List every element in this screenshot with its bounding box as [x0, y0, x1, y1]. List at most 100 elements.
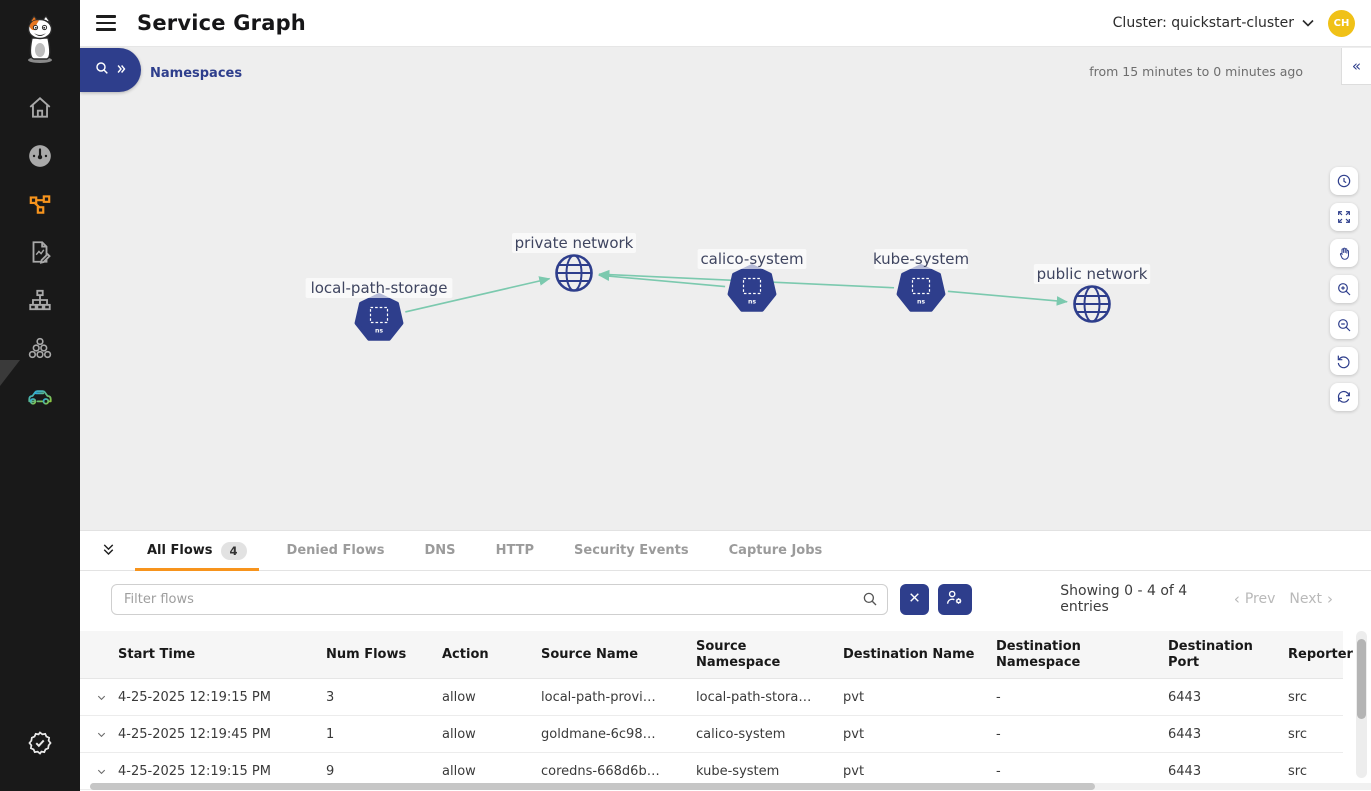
sidebar-item-service-graph[interactable] — [0, 182, 80, 386]
graph-node-public-network[interactable] — [1073, 285, 1111, 323]
fit-screen-icon[interactable] — [1330, 203, 1358, 231]
zoom-in-icon[interactable] — [1330, 275, 1358, 303]
top-header: Service Graph Cluster: quickstart-cluste… — [80, 0, 1371, 47]
undo-icon[interactable] — [1330, 347, 1358, 375]
graph-edge-kube-system-to-public-network[interactable] — [947, 290, 1068, 306]
tab-label: Security Events — [574, 543, 689, 558]
service-graph-canvas: Namespaces from 15 minutes to 0 minutes … — [80, 47, 1371, 530]
column-header-destination_port[interactable]: Destination Port — [1168, 638, 1253, 670]
svg-text:calico-system: calico-system — [700, 250, 803, 268]
cell-source_name: coredns-668d6b… — [541, 763, 660, 779]
time-range-label: from 15 minutes to 0 minutes ago — [1089, 64, 1303, 79]
column-header-destination_name[interactable]: Destination Name — [843, 646, 975, 662]
sidebar-item-home[interactable] — [0, 86, 80, 134]
network-tree-icon — [27, 287, 53, 317]
search-icon[interactable] — [861, 590, 879, 612]
chevrons-right-icon — [114, 61, 128, 80]
clear-filter-button[interactable] — [899, 583, 929, 615]
cell-destination_port: 6443 — [1168, 763, 1202, 779]
svg-text:ns: ns — [375, 328, 383, 335]
refresh-icon[interactable] — [1330, 383, 1358, 411]
next-page-button[interactable]: Next › — [1289, 590, 1334, 608]
tab-denied-flows[interactable]: Denied Flows — [275, 531, 397, 571]
vertical-scrollbar-thumb[interactable] — [1357, 639, 1366, 719]
column-header-start_time[interactable]: Start Time — [118, 646, 196, 662]
report-edit-icon — [27, 239, 53, 269]
tab-dns[interactable]: DNS — [413, 531, 468, 571]
table-row[interactable]: 4-25-2025 12:19:15 PM 3 allow local-path-pr… — [80, 679, 1343, 716]
tab-all-flows[interactable]: All Flows 4 — [135, 531, 259, 571]
graph-svg: ns local-path-storage private network ns cal… — [305, 233, 1151, 341]
horizontal-scrollbar-thumb[interactable] — [90, 783, 1095, 790]
graph-node-label-kube-system: kube-system — [873, 249, 969, 269]
cell-num_flows: 1 — [326, 726, 335, 742]
cell-source_name: goldmane-6c98… — [541, 726, 656, 742]
avatar[interactable]: CH — [1328, 9, 1355, 37]
graph-node-local-path-storage[interactable]: ns — [354, 293, 404, 341]
right-panel-collapse-tab[interactable]: « — [1341, 48, 1371, 85]
graph-node-label-public-network: public network — [1033, 264, 1151, 284]
column-header-action[interactable]: Action — [442, 646, 489, 662]
sidebar-item-certified[interactable] — [0, 721, 80, 769]
sidebar-item-compliance-car[interactable] — [0, 374, 80, 422]
hamburger-menu-icon[interactable] — [96, 11, 120, 35]
svg-text:ns: ns — [748, 299, 756, 306]
chevron-down-icon — [1302, 15, 1314, 31]
column-header-reporter[interactable]: Reporter — [1288, 646, 1353, 662]
cell-destination_name: pvt — [843, 689, 865, 705]
chevrons-left-icon: « — [1351, 57, 1362, 75]
sidebar-item-dashboard[interactable] — [0, 134, 80, 182]
cell-source_name: local-path-provi… — [541, 689, 656, 705]
graph-edge-local-path-storage-to-private-network[interactable] — [405, 276, 551, 313]
close-icon — [908, 591, 921, 607]
column-header-num_flows[interactable]: Num Flows — [326, 646, 407, 662]
sidebar-item-reports[interactable] — [0, 230, 80, 278]
showing-entries-label: Showing 0 - 4 of 4 entries — [1060, 583, 1188, 615]
service-graph-icon — [27, 191, 53, 221]
home-icon — [27, 95, 53, 125]
table-row[interactable]: 4-25-2025 12:19:45 PM 1 allow goldmane-6c98… — [80, 716, 1343, 753]
calico-cat-logo[interactable] — [19, 14, 61, 68]
svg-text:kube-system: kube-system — [873, 250, 969, 268]
graph-edge-calico-system-to-private-network[interactable] — [598, 271, 726, 288]
flows-table-header: Start Time Num Flows Action Source Name Sour… — [80, 631, 1353, 679]
column-header-source_namespace[interactable]: Source Namespace — [696, 638, 781, 670]
panel-collapse-chevrons-icon[interactable] — [97, 540, 119, 562]
cell-destination_port: 6443 — [1168, 689, 1202, 705]
tab-label: Capture Jobs — [728, 543, 823, 558]
row-expand-chevron-icon[interactable] — [96, 729, 118, 740]
horizontal-scrollbar — [90, 783, 1371, 790]
cluster-selector-label: Cluster: quickstart-cluster — [1112, 15, 1294, 31]
tab-label: All Flows — [147, 543, 213, 558]
sidebar-item-clusters[interactable] — [0, 326, 80, 374]
column-settings-button[interactable] — [937, 583, 973, 615]
column-header-source_name[interactable]: Source Name — [541, 646, 639, 662]
cell-destination_namespace: - — [996, 689, 1001, 705]
column-header-destination_namespace[interactable]: Destination Namespace — [996, 638, 1081, 670]
cluster-selector[interactable]: Cluster: quickstart-cluster — [1113, 15, 1314, 31]
prev-page-button[interactable]: ‹ Prev — [1233, 590, 1276, 608]
row-expand-chevron-icon[interactable] — [96, 692, 118, 703]
sidebar-item-network[interactable] — [0, 278, 80, 326]
graph-node-kube-system[interactable]: ns — [896, 264, 946, 312]
flows-filter-row: Showing 0 - 4 of 4 entries ‹ Prev Next › — [111, 583, 1355, 615]
zoom-out-icon[interactable] — [1330, 311, 1358, 339]
tab-security-events[interactable]: Security Events — [562, 531, 701, 571]
graph-toolbar — [1330, 167, 1358, 411]
page-title: Service Graph — [137, 11, 306, 35]
graph-node-label-calico-system: calico-system — [697, 249, 807, 269]
graph-node-calico-system[interactable]: ns — [727, 264, 777, 312]
graph-node-private-network[interactable] — [555, 254, 593, 292]
breadcrumb[interactable]: Namespaces — [150, 66, 243, 81]
clock-icon[interactable] — [1330, 167, 1358, 195]
cluster-circles-icon — [27, 335, 53, 365]
pan-hand-icon[interactable] — [1330, 239, 1358, 267]
active-item-notch — [0, 360, 20, 386]
graph-search-pill[interactable] — [80, 48, 141, 92]
tab-http[interactable]: HTTP — [484, 531, 546, 571]
filter-flows-input[interactable] — [111, 583, 888, 615]
row-expand-chevron-icon[interactable] — [96, 766, 118, 777]
vertical-scrollbar — [1356, 631, 1367, 778]
gauge-icon — [27, 143, 53, 173]
tab-capture-jobs[interactable]: Capture Jobs — [717, 531, 835, 571]
